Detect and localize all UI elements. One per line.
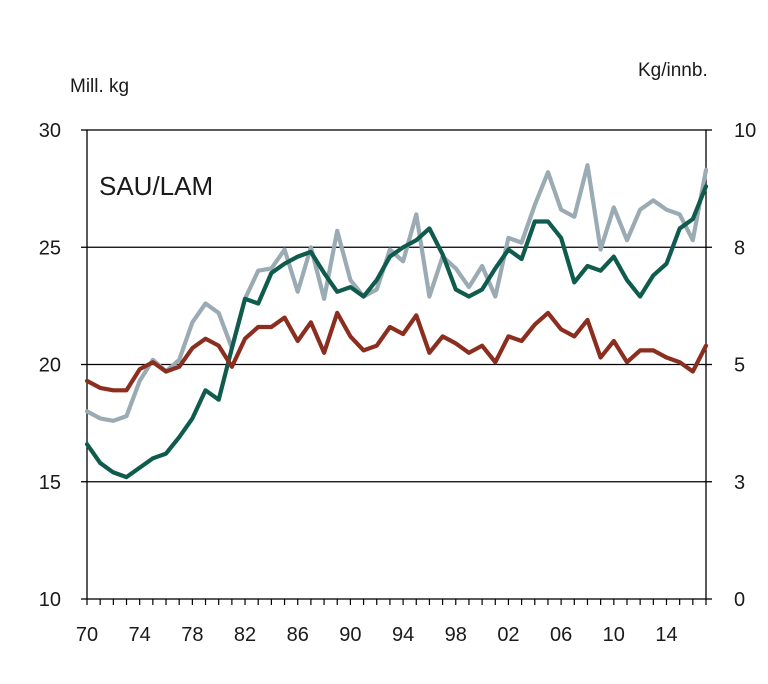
x-tick-label: 90 — [339, 624, 361, 646]
series-line-3 — [84, 310, 709, 393]
x-tick-label: 78 — [181, 624, 203, 646]
left-axis-unit-label: Mill. kg — [70, 76, 129, 97]
series-line-1 — [84, 163, 709, 423]
x-tick-label: 06 — [550, 624, 572, 646]
x-tick-label: 10 — [603, 624, 625, 646]
right-axis-unit-label: Kg/innb. — [638, 60, 708, 81]
series-lines — [84, 163, 709, 480]
left-tick-label: 25 — [39, 237, 61, 259]
right-tick-label: 10 — [734, 120, 756, 142]
x-tick-label: 02 — [497, 624, 519, 646]
left-y-axis-ticks: 10 15 20 25 30 — [39, 120, 87, 611]
x-tick-label: 70 — [76, 624, 98, 646]
x-tick-label: 14 — [655, 624, 677, 646]
x-axis-ticks: 70 74 78 82 86 90 94 98 02 06 10 14 — [76, 599, 707, 646]
right-y-axis-ticks: 0 3 5 8 10 — [706, 120, 756, 611]
x-tick-label: 98 — [445, 624, 467, 646]
x-tick-label: 86 — [287, 624, 309, 646]
x-tick-label: 82 — [234, 624, 256, 646]
left-tick-label: 20 — [39, 355, 61, 377]
left-tick-label: 30 — [39, 120, 61, 142]
right-tick-label: 8 — [734, 237, 745, 259]
right-tick-label: 3 — [734, 472, 745, 494]
x-tick-label: 74 — [129, 624, 151, 646]
chart-title: SAU/LAM — [99, 171, 213, 201]
left-tick-label: 15 — [39, 472, 61, 494]
right-tick-label: 0 — [734, 589, 745, 611]
x-tick-label: 94 — [392, 624, 414, 646]
series-line-2 — [84, 184, 709, 480]
left-tick-label: 10 — [39, 589, 61, 611]
right-tick-label: 5 — [734, 355, 745, 377]
